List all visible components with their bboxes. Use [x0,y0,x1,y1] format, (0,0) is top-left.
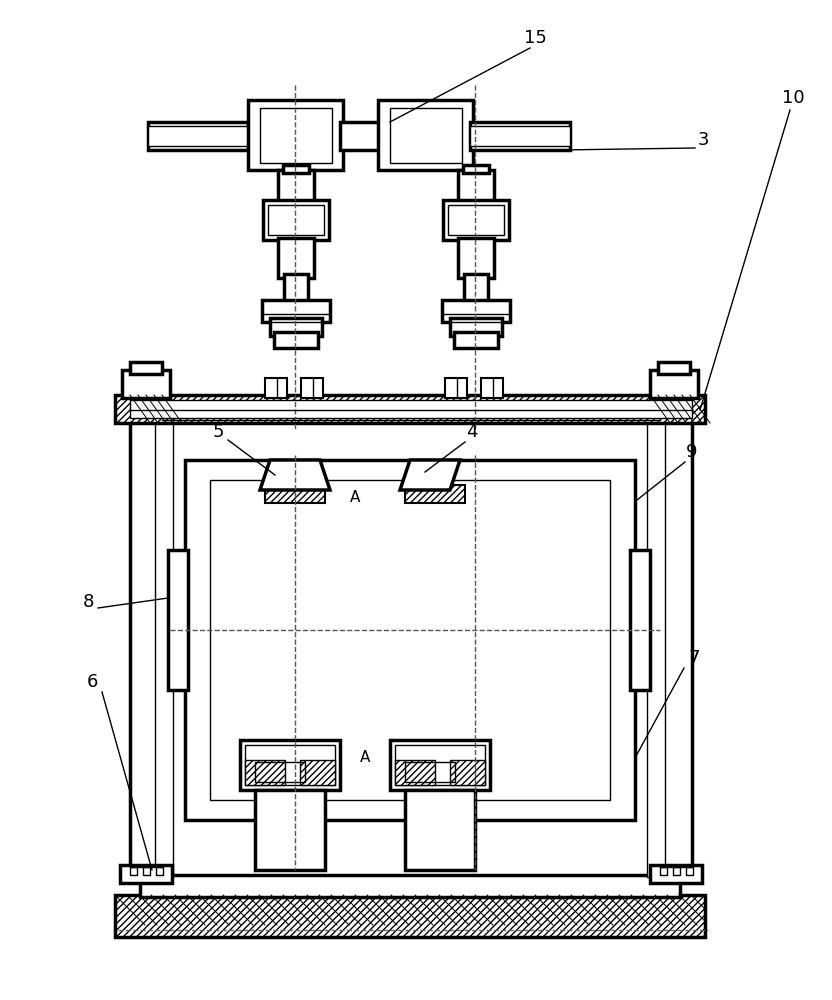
Bar [390,740,490,790]
Bar [463,165,489,173]
Bar [390,108,462,163]
Bar [481,378,503,398]
Bar [148,126,248,146]
Bar [143,867,150,875]
Bar [278,238,314,278]
Bar [284,274,308,304]
Text: 6: 6 [87,673,97,691]
Bar [268,205,324,235]
Text: 10: 10 [782,89,805,107]
Bar [130,400,692,418]
Bar [120,865,172,883]
Text: 7: 7 [688,649,700,667]
Bar [185,460,635,820]
Text: 5: 5 [212,423,224,441]
Bar [245,745,335,785]
Bar [395,760,435,785]
Bar [405,485,465,503]
Bar [255,790,325,870]
Bar [448,205,504,235]
Text: 3: 3 [697,131,709,149]
Bar [300,760,335,785]
Bar [245,760,285,785]
Bar [442,300,510,322]
Bar [270,318,322,336]
Text: A: A [349,489,360,504]
Bar [265,378,287,398]
Bar [443,200,509,240]
Text: 9: 9 [686,443,698,461]
Bar [445,378,467,398]
Text: 4: 4 [466,423,478,441]
Bar [263,200,329,240]
Bar [470,122,570,150]
Bar [454,332,498,348]
Bar [405,790,475,870]
Bar [405,762,455,782]
Bar [660,867,667,875]
Bar [283,165,309,173]
Bar [155,415,173,877]
Bar [255,762,305,782]
Bar [340,122,382,150]
Bar [650,865,702,883]
Bar [262,300,330,322]
Bar [210,480,610,800]
Bar [658,362,690,374]
Bar [278,170,314,205]
Bar [458,170,494,205]
Bar [378,100,473,170]
Bar [130,415,162,877]
Bar [240,740,340,790]
Bar [140,875,680,897]
Bar [122,370,170,398]
Bar [686,867,693,875]
Bar [458,238,494,278]
Bar [673,867,680,875]
Bar [650,370,698,398]
Text: 8: 8 [82,593,94,611]
Bar [450,760,485,785]
Bar [395,745,485,785]
Polygon shape [260,460,330,490]
Bar [260,108,332,163]
Text: A: A [359,750,370,766]
Bar [265,485,325,503]
Bar [248,100,343,170]
Bar [660,415,692,877]
Bar [130,362,162,374]
Polygon shape [400,460,460,490]
Bar [464,274,488,304]
Bar [647,415,665,877]
Bar [130,867,137,875]
Bar [301,378,323,398]
Bar [450,318,502,336]
Bar [168,550,188,690]
Bar [115,395,705,423]
Bar [630,550,650,690]
Bar [115,895,705,937]
Bar [470,126,570,146]
Bar [148,122,248,150]
Text: 15: 15 [523,29,547,47]
Bar [274,332,318,348]
Bar [156,867,163,875]
